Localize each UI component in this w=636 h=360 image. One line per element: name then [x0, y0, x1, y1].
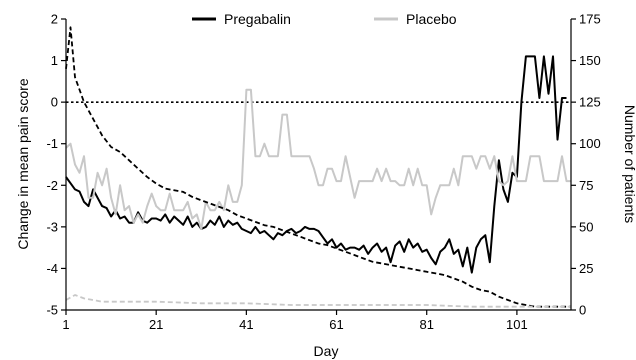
x-tick-label: 81 [419, 317, 433, 332]
series-line-placebo-patients [65, 294, 571, 308]
y-left-tick-label: 1 [51, 53, 58, 68]
y-right-tick-label: 125 [579, 95, 601, 110]
legend-label-placebo: Placebo [406, 11, 457, 27]
x-tick-label: 1 [62, 317, 69, 332]
y-axis-right-title: Number of patients [622, 105, 636, 223]
x-tick-label: 41 [239, 317, 253, 332]
y-left-tick-label: 0 [51, 95, 58, 110]
y-right-tick-label: 175 [579, 12, 601, 27]
x-axis-title: Day [314, 343, 339, 359]
y-left-tick-label: -2 [46, 178, 58, 193]
y-right-tick-label: 0 [579, 303, 586, 318]
series-layer [65, 26, 571, 308]
series-line-placebo [65, 88, 571, 230]
y-left-tick-label: -5 [46, 303, 58, 318]
y-right-tick-label: 150 [579, 53, 601, 68]
y-right-tick-label: 75 [579, 178, 593, 193]
series-line-pregabalin-patients [65, 26, 571, 308]
y-right-tick-label: 25 [579, 261, 593, 276]
y-left-tick-label: -3 [46, 219, 58, 234]
series-line-pregabalin [65, 55, 567, 274]
y-right-tick-label: 50 [579, 219, 593, 234]
legend: Pregabalin Placebo [192, 11, 457, 27]
y-axis-left-title: Change in mean pain score [15, 78, 31, 249]
y-left-tick-label: -4 [46, 261, 58, 276]
x-tick-label: 61 [329, 317, 343, 332]
axes-layer: 1 21 41 61 81 101 -5 -4 -3 -2 -1 0 1 2 0 25 50 75 100 125 15… [46, 12, 600, 333]
y-right-tick-label: 100 [579, 136, 601, 151]
x-tick-label: 21 [149, 317, 163, 332]
legend-label-pregabalin: Pregabalin [224, 11, 291, 27]
y-left-tick-label: -1 [46, 136, 58, 151]
y-left-tick-label: 2 [51, 12, 58, 27]
x-tick-label: 101 [506, 317, 528, 332]
